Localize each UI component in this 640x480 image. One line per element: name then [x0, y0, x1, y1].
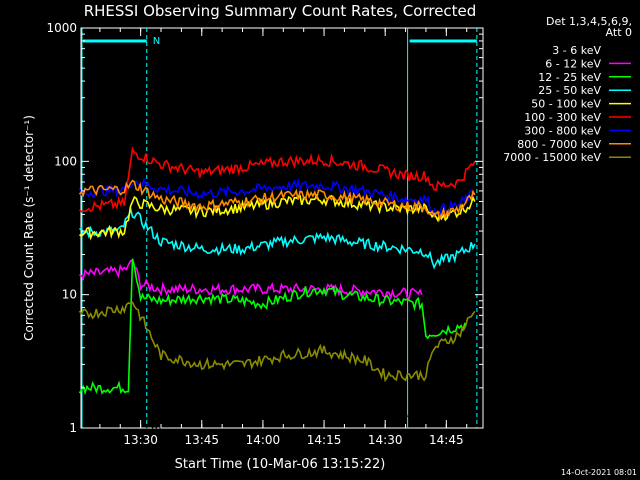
- legend-label: 300 - 800 keV: [524, 124, 601, 137]
- legend-label: 100 - 300 keV: [524, 111, 601, 124]
- series-line-0: [128, 390, 427, 430]
- legend-header-line: Att 0: [606, 26, 632, 39]
- y-tick-label: 10: [62, 288, 77, 302]
- night-marker-label: N: [153, 36, 160, 47]
- series-line-6: [78, 176, 476, 216]
- y-axis-label: Corrected Count Rate (s⁻¹ detector⁻¹): [22, 115, 36, 341]
- x-tick-label: 14:00: [246, 433, 281, 447]
- legend-label: 7000 - 15000 keV: [503, 151, 601, 164]
- x-tick-label: 13:30: [123, 433, 158, 447]
- x-tick-label: 14:45: [429, 433, 464, 447]
- series-line-2: [78, 258, 467, 396]
- legend-label: 12 - 25 keV: [538, 71, 601, 84]
- x-axis-label: Start Time (10-Mar-06 13:15:22): [175, 457, 386, 472]
- chart-title: RHESSI Observing Summary Count Rates, Co…: [84, 2, 477, 20]
- y-tick-label: 100: [54, 154, 77, 168]
- legend-label: 6 - 12 keV: [545, 57, 601, 70]
- series-line-7: [78, 179, 476, 222]
- footer-timestamp: 14-Oct-2021 08:01: [561, 468, 637, 477]
- plot-frame: [80, 27, 484, 429]
- x-tick-label: 14:15: [307, 433, 342, 447]
- x-tick-label: 13:45: [184, 433, 219, 447]
- series-line-3: [79, 206, 476, 270]
- y-tick-label: 1: [69, 421, 77, 435]
- legend-label: 3 - 6 keV: [552, 44, 601, 57]
- y-tick-label: 1000: [46, 21, 77, 35]
- series-line-5: [78, 146, 476, 213]
- legend-label: 50 - 100 keV: [531, 98, 601, 111]
- legend-header-line: Det 1,3,4,5,6,9,: [546, 15, 632, 28]
- legend-label: 800 - 7000 keV: [517, 138, 601, 151]
- series-line-8: [78, 301, 476, 383]
- legend-label: 25 - 50 keV: [538, 84, 601, 97]
- x-tick-label: 14:30: [368, 433, 403, 447]
- series-line-4: [78, 193, 476, 241]
- series-line-1: [79, 259, 423, 301]
